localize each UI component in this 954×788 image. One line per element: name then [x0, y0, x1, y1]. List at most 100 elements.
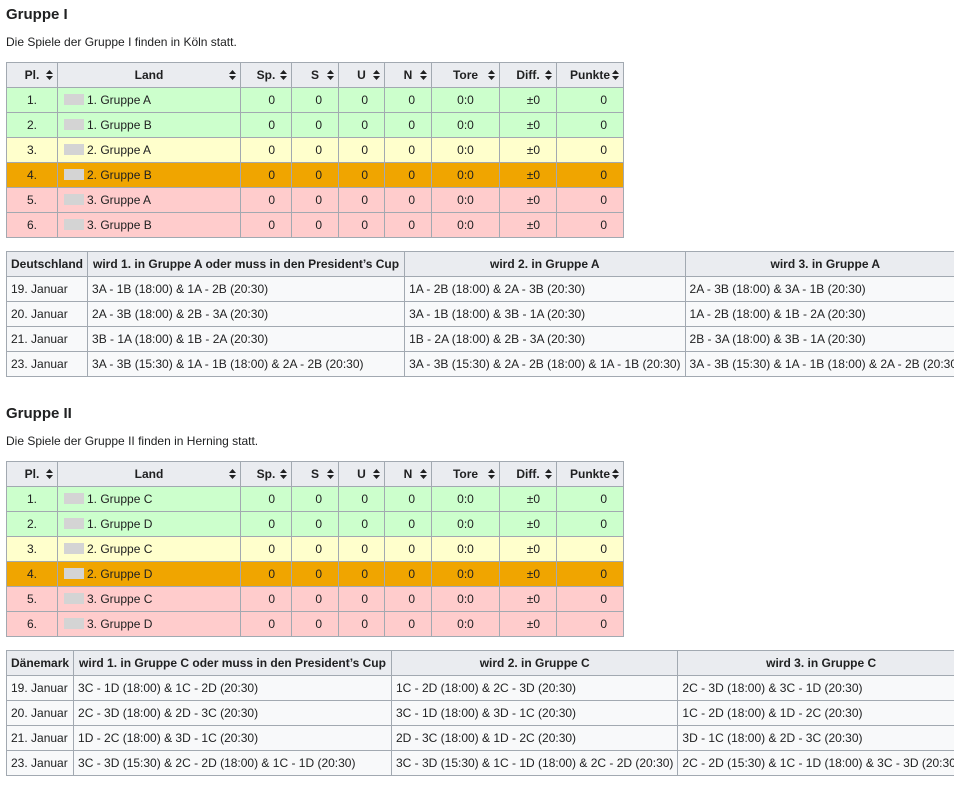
team-name: 3. Gruppe A [87, 193, 152, 207]
cell: 0 [556, 162, 624, 188]
sort-icon[interactable] [420, 70, 427, 80]
cell: 0 [556, 137, 624, 163]
schedule-table: Deutschland wird 1. in Gruppe A oder muss… [5, 251, 954, 377]
cell: 0 [556, 212, 624, 238]
schedule-row: 23. Januar 3C - 3D (15:30) & 2C - 2D (18:… [5, 750, 954, 776]
sort-icon[interactable] [280, 70, 287, 80]
cell: 0 [556, 511, 624, 537]
cell: 0 [556, 536, 624, 562]
column-header[interactable]: Pl. [6, 62, 58, 88]
sort-icon[interactable] [545, 469, 552, 479]
team-cell: 3. Gruppe C [57, 586, 241, 612]
match-cell: 1C - 2D (18:00) & 1D - 2C (20:30) [677, 700, 954, 726]
cell: 1. [6, 486, 58, 512]
standings-row: 4. 2. Gruppe B 0 0 0 0 0:0 ±0 0 [6, 162, 624, 188]
header-text: Tore [452, 467, 479, 481]
sort-icon[interactable] [488, 469, 495, 479]
cell: 0:0 [431, 87, 500, 113]
sort-icon[interactable] [373, 70, 380, 80]
cell: 0:0 [431, 112, 500, 138]
sort-icon[interactable] [280, 469, 287, 479]
cell: 0 [384, 486, 432, 512]
header-text: Diff. [516, 467, 540, 481]
column-header[interactable]: N [384, 62, 432, 88]
column-header[interactable]: Diff. [499, 62, 557, 88]
match-cell: 1D - 2C (18:00) & 3D - 1C (20:30) [73, 725, 392, 751]
match-cell: 3A - 3B (15:30) & 1A - 1B (18:00) & 2A -… [684, 351, 954, 377]
team-name: 1. Gruppe A [87, 93, 152, 107]
match-cell: 3A - 1B (18:00) & 3B - 1A (20:30) [404, 301, 686, 327]
cell: ±0 [499, 112, 557, 138]
column-header[interactable]: Tore [431, 461, 500, 487]
cell: 0 [240, 536, 292, 562]
team-cell: 1. Gruppe C [57, 486, 241, 512]
cell: 0:0 [431, 511, 500, 537]
cell: 0 [240, 187, 292, 213]
cell: 0 [240, 486, 292, 512]
cell: 0 [338, 187, 385, 213]
sort-icon[interactable] [488, 70, 495, 80]
cell: 0 [338, 87, 385, 113]
cell: 0 [291, 611, 339, 637]
cell: 0 [384, 162, 432, 188]
column-header[interactable]: Pl. [6, 461, 58, 487]
column-header[interactable]: Punkte [556, 461, 624, 487]
header-text: Sp. [256, 467, 276, 481]
cell: 0 [338, 611, 385, 637]
column-header[interactable]: U [338, 62, 385, 88]
column-header[interactable]: Land [57, 62, 241, 88]
flag-icon [64, 144, 84, 155]
match-cell: 3A - 3B (15:30) & 1A - 1B (18:00) & 2A -… [87, 351, 406, 377]
sort-icon[interactable] [327, 70, 334, 80]
cell: 0 [338, 486, 385, 512]
column-header[interactable]: Sp. [240, 461, 292, 487]
standings-row: 5. 3. Gruppe C 0 0 0 0 0:0 ±0 0 [6, 586, 624, 612]
header-row: Pl. Land Sp. S U N Tore Diff. Punkte [6, 461, 624, 487]
schedule-row: 20. Januar 2C - 3D (18:00) & 2D - 3C (20:… [5, 700, 954, 726]
header-text: U [357, 68, 366, 82]
standings-row: 2. 1. Gruppe B 0 0 0 0 0:0 ±0 0 [6, 112, 624, 138]
cell: 3. [6, 536, 58, 562]
column-header[interactable]: Tore [431, 62, 500, 88]
match-cell: 3C - 1D (18:00) & 3D - 1C (20:30) [390, 700, 679, 726]
sort-icon[interactable] [545, 70, 552, 80]
sort-icon[interactable] [373, 469, 380, 479]
section-description: Die Spiele der Gruppe I finden in Köln s… [6, 35, 237, 49]
column-header[interactable]: Land [57, 461, 241, 487]
cell: 0 [291, 112, 339, 138]
cell: 0 [240, 137, 292, 163]
cell: 0 [384, 586, 432, 612]
column-header[interactable]: S [291, 461, 339, 487]
sort-icon[interactable] [229, 70, 236, 80]
column-header: wird 2. in Gruppe C [390, 650, 679, 676]
cell: 0 [556, 187, 624, 213]
sort-icon[interactable] [46, 70, 53, 80]
standings-row: 3. 2. Gruppe C 0 0 0 0 0:0 ±0 0 [6, 536, 624, 562]
column-header[interactable]: N [384, 461, 432, 487]
sort-icon[interactable] [46, 469, 53, 479]
cell: 0 [240, 112, 292, 138]
cell: ±0 [499, 536, 557, 562]
sort-icon[interactable] [612, 70, 619, 80]
schedule-row: 20. Januar 2A - 3B (18:00) & 2B - 3A (20:… [5, 301, 954, 327]
column-header[interactable]: Punkte [556, 62, 624, 88]
sort-icon[interactable] [420, 469, 427, 479]
cell: 0 [338, 162, 385, 188]
column-header[interactable]: Diff. [499, 461, 557, 487]
team-cell: 1. Gruppe D [57, 511, 241, 537]
column-header[interactable]: Sp. [240, 62, 292, 88]
column-header[interactable]: S [291, 62, 339, 88]
sort-icon[interactable] [229, 469, 236, 479]
date-cell: 20. Januar [5, 700, 75, 726]
cell: 0 [240, 87, 292, 113]
cell: 5. [6, 586, 58, 612]
match-cell: 2C - 3D (18:00) & 2D - 3C (20:30) [73, 700, 392, 726]
sort-icon[interactable] [327, 469, 334, 479]
team-name: 3. Gruppe B [87, 218, 152, 232]
cell: 0 [291, 187, 339, 213]
team-cell: 3. Gruppe A [57, 187, 241, 213]
team-name: 2. Gruppe D [87, 567, 153, 581]
cell: 4. [6, 561, 58, 587]
column-header[interactable]: U [338, 461, 385, 487]
sort-icon[interactable] [612, 469, 619, 479]
